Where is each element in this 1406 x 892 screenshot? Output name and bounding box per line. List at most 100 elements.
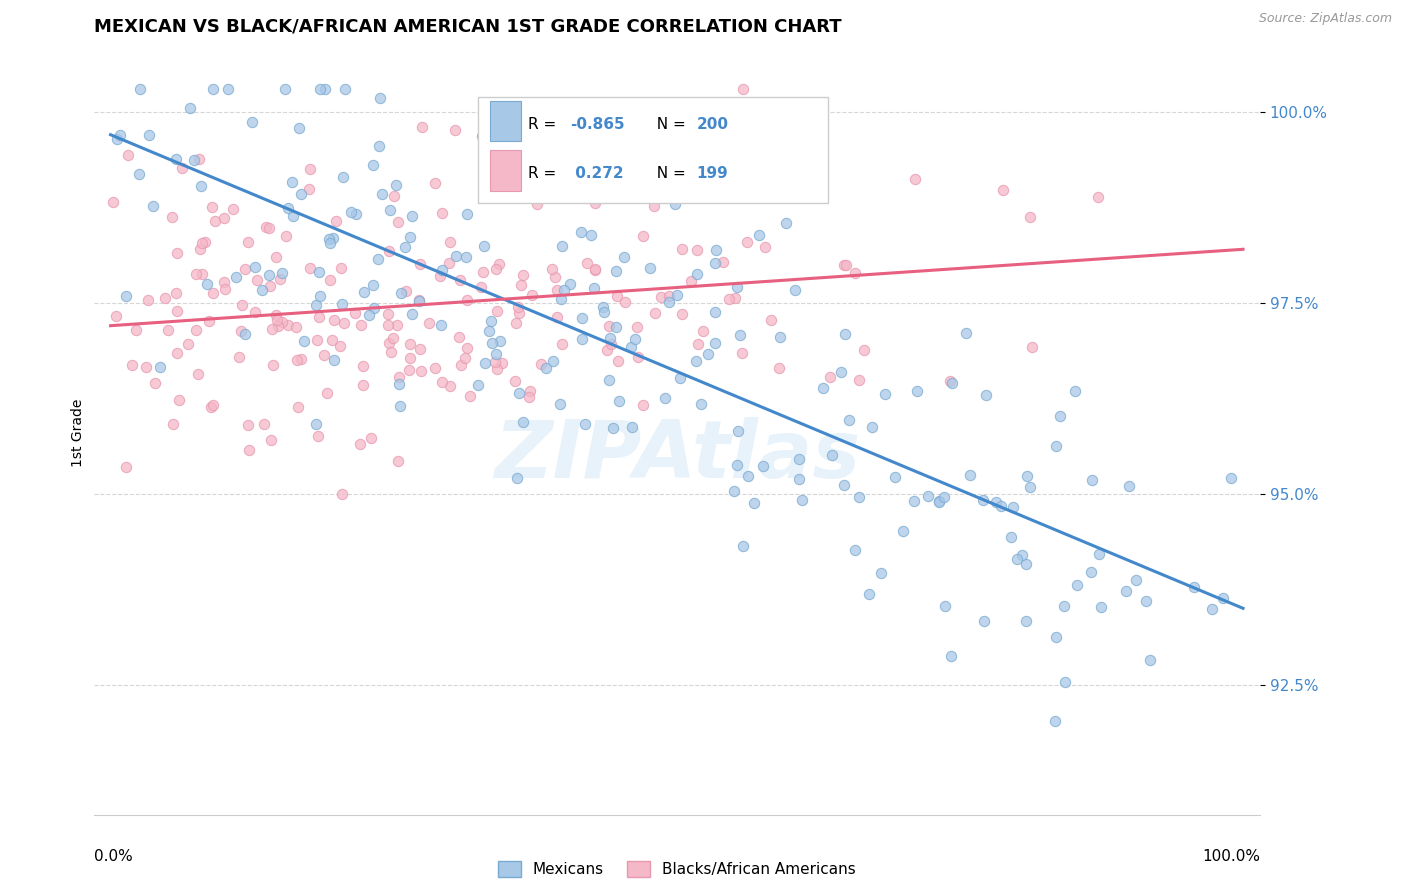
Point [1081, 473, 1104, 487]
Point [479, 187, 502, 202]
Point [624, 332, 647, 346]
Point [202, 285, 225, 300]
Point [650, 290, 672, 304]
Point [307, 429, 329, 443]
Point [512, 268, 534, 282]
Point [470, 280, 492, 294]
Point [830, 365, 852, 379]
Point [125, 323, 148, 337]
Point [928, 493, 950, 508]
Point [596, 343, 619, 358]
Point [254, 220, 277, 235]
Point [297, 182, 319, 196]
Point [149, 360, 172, 375]
Point [550, 337, 572, 351]
Point [873, 387, 896, 401]
Text: R =: R = [527, 117, 561, 132]
Point [643, 199, 665, 213]
Point [599, 331, 621, 345]
Point [308, 265, 330, 279]
Point [506, 471, 529, 485]
Point [329, 339, 352, 353]
Point [576, 256, 599, 270]
Point [818, 370, 841, 384]
Text: 0.272: 0.272 [569, 167, 623, 181]
Point [382, 331, 405, 345]
Point [1220, 471, 1243, 485]
Point [377, 307, 399, 321]
Point [939, 648, 962, 663]
Point [288, 121, 311, 136]
Text: ZIPAtlas: ZIPAtlas [494, 417, 860, 494]
Y-axis label: 1st Grade: 1st Grade [72, 399, 86, 467]
Point [212, 211, 235, 226]
Point [775, 217, 797, 231]
Point [725, 458, 748, 472]
Point [517, 390, 540, 404]
Point [166, 245, 188, 260]
Point [136, 293, 159, 308]
Point [508, 301, 530, 315]
Point [214, 282, 236, 296]
Point [367, 139, 389, 153]
Point [787, 473, 810, 487]
Text: N =: N = [647, 117, 690, 132]
Point [928, 495, 950, 509]
Point [1125, 573, 1147, 587]
Point [309, 289, 332, 303]
Point [305, 417, 328, 431]
Point [243, 260, 266, 275]
Point [477, 324, 499, 338]
Point [183, 153, 205, 167]
Point [398, 351, 420, 365]
Point [972, 492, 994, 507]
Point [449, 273, 471, 287]
Point [318, 235, 340, 250]
Point [408, 294, 430, 309]
Legend: Mexicans, Blacks/African Americans: Mexicans, Blacks/African Americans [492, 855, 862, 883]
Point [292, 334, 315, 348]
Point [262, 358, 284, 372]
Point [454, 251, 477, 265]
Point [853, 343, 876, 358]
Point [742, 496, 765, 510]
Point [723, 484, 745, 499]
Point [1011, 548, 1033, 562]
Point [283, 210, 305, 224]
Point [187, 368, 209, 382]
Text: 200: 200 [696, 117, 728, 132]
Point [444, 249, 467, 263]
Point [481, 336, 503, 351]
Point [917, 489, 939, 503]
Point [832, 259, 855, 273]
Point [363, 301, 385, 316]
Point [277, 318, 299, 332]
Point [277, 201, 299, 215]
Point [1135, 593, 1157, 607]
Point [519, 384, 541, 398]
Point [117, 147, 139, 161]
Point [228, 350, 250, 364]
Point [485, 262, 508, 277]
Point [550, 292, 572, 306]
Point [221, 202, 243, 216]
Point [973, 614, 995, 628]
Point [259, 279, 281, 293]
Point [835, 258, 858, 272]
Point [377, 318, 399, 332]
Point [260, 322, 283, 336]
Point [574, 417, 596, 432]
Point [325, 214, 347, 228]
Point [399, 336, 422, 351]
Point [1080, 565, 1102, 579]
Point [583, 262, 606, 277]
Point [367, 252, 389, 267]
Point [737, 235, 759, 250]
Point [593, 305, 616, 319]
Point [562, 178, 585, 193]
Point [201, 398, 224, 412]
Point [505, 316, 527, 330]
Point [299, 260, 322, 275]
Point [644, 306, 666, 320]
Point [380, 202, 402, 217]
